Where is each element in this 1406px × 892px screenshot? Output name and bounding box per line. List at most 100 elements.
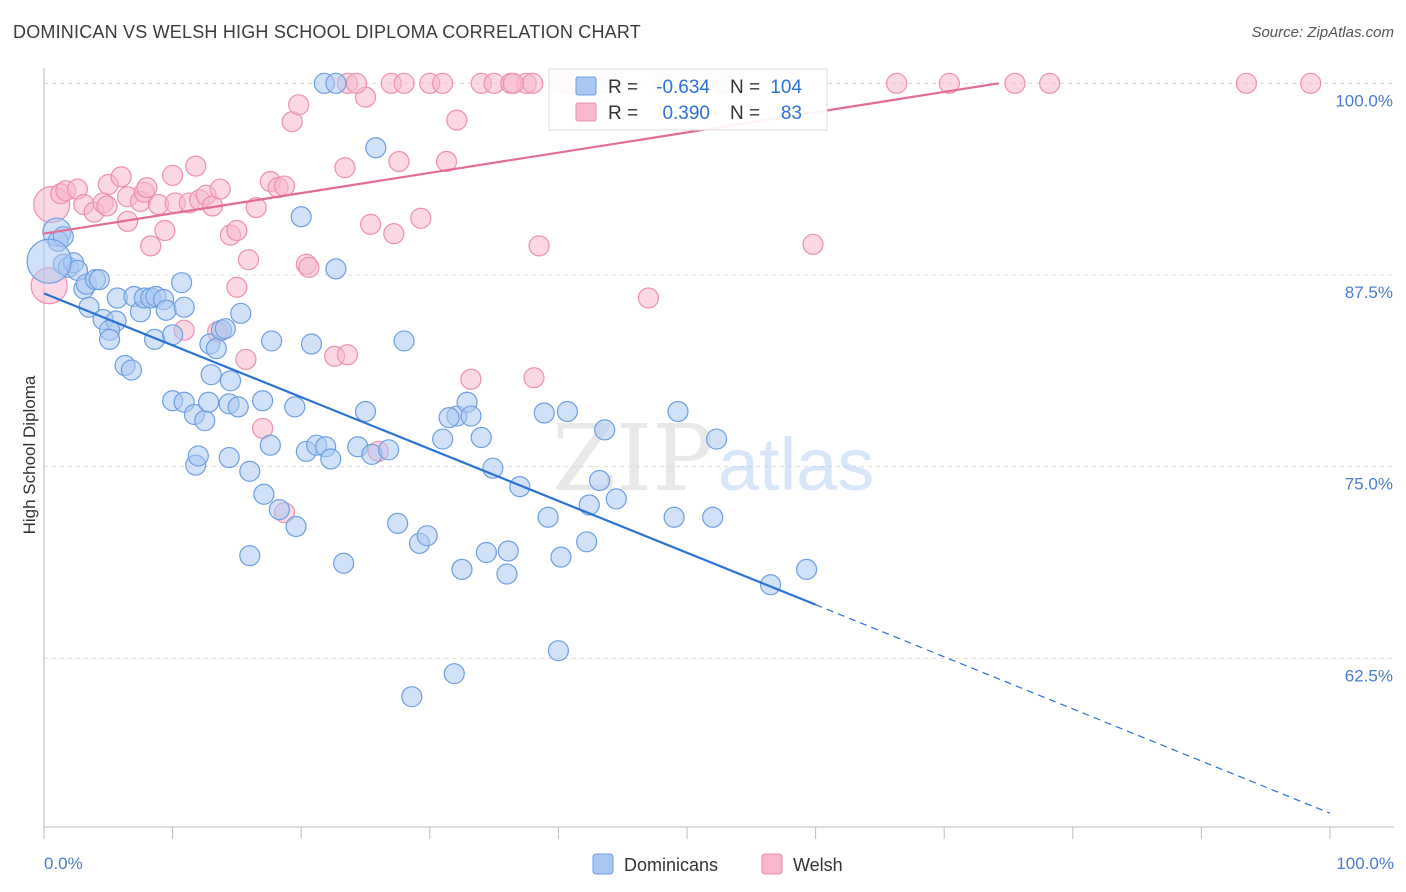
welsh-point bbox=[1235, 72, 1258, 94]
welsh-point bbox=[637, 287, 660, 309]
dominicans-point bbox=[173, 296, 195, 318]
welsh-trend-line bbox=[43, 82, 999, 235]
welsh-point bbox=[1300, 72, 1322, 94]
dominicans-point bbox=[594, 419, 616, 441]
dominicans-point bbox=[470, 426, 492, 449]
legend-swatch-blue bbox=[575, 76, 597, 96]
legend-swatch-pink bbox=[575, 102, 597, 122]
dominicans-point bbox=[252, 390, 274, 412]
x-tick-label-min: 0.0% bbox=[44, 854, 83, 873]
dominicans-point bbox=[268, 499, 290, 521]
dominicans-point bbox=[365, 137, 387, 159]
dominicans-point bbox=[547, 640, 570, 662]
dominicans-point bbox=[325, 258, 347, 280]
welsh-point bbox=[226, 276, 248, 298]
welsh-point bbox=[393, 72, 415, 94]
dominicans-point bbox=[320, 448, 342, 470]
dominicans-point bbox=[556, 400, 579, 423]
dominicans-point bbox=[300, 333, 323, 355]
dominicans-point bbox=[759, 574, 782, 596]
welsh-point bbox=[96, 195, 118, 217]
dominicans-point bbox=[460, 405, 482, 427]
dominicans-point bbox=[550, 546, 572, 568]
legend-r-label-pink: R = bbox=[608, 103, 638, 124]
legend-r-value-blue: -0.634 bbox=[656, 77, 710, 98]
dominicans-point bbox=[239, 544, 261, 567]
dominicans-point bbox=[401, 686, 423, 708]
dominicans-point bbox=[475, 541, 497, 564]
dominicans-point bbox=[578, 494, 600, 516]
dominicans-point bbox=[588, 469, 611, 492]
dominicans-point bbox=[198, 391, 220, 413]
welsh-point bbox=[528, 235, 550, 257]
welsh-point bbox=[336, 344, 359, 366]
dominicans-point bbox=[354, 400, 377, 423]
dominicans-point bbox=[605, 488, 627, 510]
series-legend: Dominicans Welsh bbox=[592, 853, 843, 875]
y-tick-label: 75.0% bbox=[1345, 475, 1393, 494]
dominicans-point bbox=[120, 359, 143, 381]
legend-r-label-blue: R = bbox=[608, 77, 638, 98]
dominicans-point bbox=[205, 338, 227, 360]
welsh-point bbox=[432, 72, 454, 94]
dominicans-point bbox=[200, 364, 222, 386]
dominicans-point bbox=[451, 558, 473, 581]
dominicans-point bbox=[667, 400, 689, 423]
dominicans-point bbox=[333, 552, 355, 574]
dominicans-point bbox=[432, 428, 454, 450]
dominicans-point bbox=[230, 302, 252, 324]
welsh-point bbox=[523, 367, 545, 389]
welsh-point bbox=[435, 150, 458, 173]
y-axis-label: High School Diploma bbox=[20, 375, 39, 534]
dominicans-point bbox=[227, 396, 249, 418]
dominicans-point bbox=[194, 410, 216, 432]
legend-n-label-blue: N = bbox=[730, 77, 760, 98]
dominicans-points bbox=[26, 72, 818, 708]
watermark-zip: ZIP bbox=[552, 405, 714, 512]
dominicans-point bbox=[325, 72, 347, 94]
welsh-point bbox=[1004, 72, 1026, 94]
dominicans-point bbox=[261, 330, 283, 352]
dominicans-trend-extension bbox=[815, 604, 1331, 814]
welsh-point bbox=[209, 178, 231, 200]
dominicans-point bbox=[214, 318, 236, 340]
dominicans-point bbox=[253, 483, 275, 505]
dominicans-point bbox=[533, 402, 555, 424]
legend-item-welsh-swatch bbox=[761, 853, 783, 875]
welsh-point bbox=[460, 368, 482, 390]
welsh-point bbox=[410, 207, 432, 229]
legend-n-value-pink: 83 bbox=[781, 103, 802, 124]
welsh-point bbox=[802, 233, 824, 255]
welsh-point bbox=[298, 256, 320, 278]
dominicans-point bbox=[155, 299, 177, 321]
welsh-point bbox=[502, 72, 524, 94]
dominicans-point bbox=[702, 506, 724, 528]
dominicans-point bbox=[576, 531, 598, 553]
legend-r-value-pink: 0.390 bbox=[662, 103, 710, 124]
welsh-point bbox=[886, 72, 908, 94]
welsh-point bbox=[288, 94, 310, 116]
welsh-point bbox=[110, 166, 132, 188]
y-tick-label: 100.0% bbox=[1335, 91, 1393, 110]
x-axis-ticks bbox=[43, 827, 1331, 839]
legend-item-welsh-label: Welsh bbox=[793, 855, 843, 875]
dominicans-point bbox=[219, 370, 242, 392]
x-tick-label-max: 100.0% bbox=[1336, 854, 1394, 873]
welsh-point bbox=[383, 223, 405, 245]
welsh-point bbox=[237, 249, 260, 271]
welsh-point bbox=[522, 72, 544, 94]
legend-item-dominicans-swatch bbox=[592, 853, 614, 875]
dominicans-point bbox=[285, 515, 307, 538]
welsh-point bbox=[938, 72, 960, 94]
legend-item-dominicans-label: Dominicans bbox=[624, 855, 718, 875]
dominicans-point bbox=[378, 439, 400, 461]
dominicans-point bbox=[795, 558, 818, 581]
dominicans-point bbox=[259, 434, 281, 456]
dominicans-point bbox=[663, 506, 685, 528]
dominicans-point bbox=[26, 238, 72, 284]
welsh-point bbox=[345, 72, 368, 94]
dominicans-point bbox=[705, 428, 728, 450]
welsh-point bbox=[446, 109, 468, 131]
welsh-point bbox=[1039, 72, 1061, 94]
dominicans-trend-line bbox=[43, 292, 817, 606]
